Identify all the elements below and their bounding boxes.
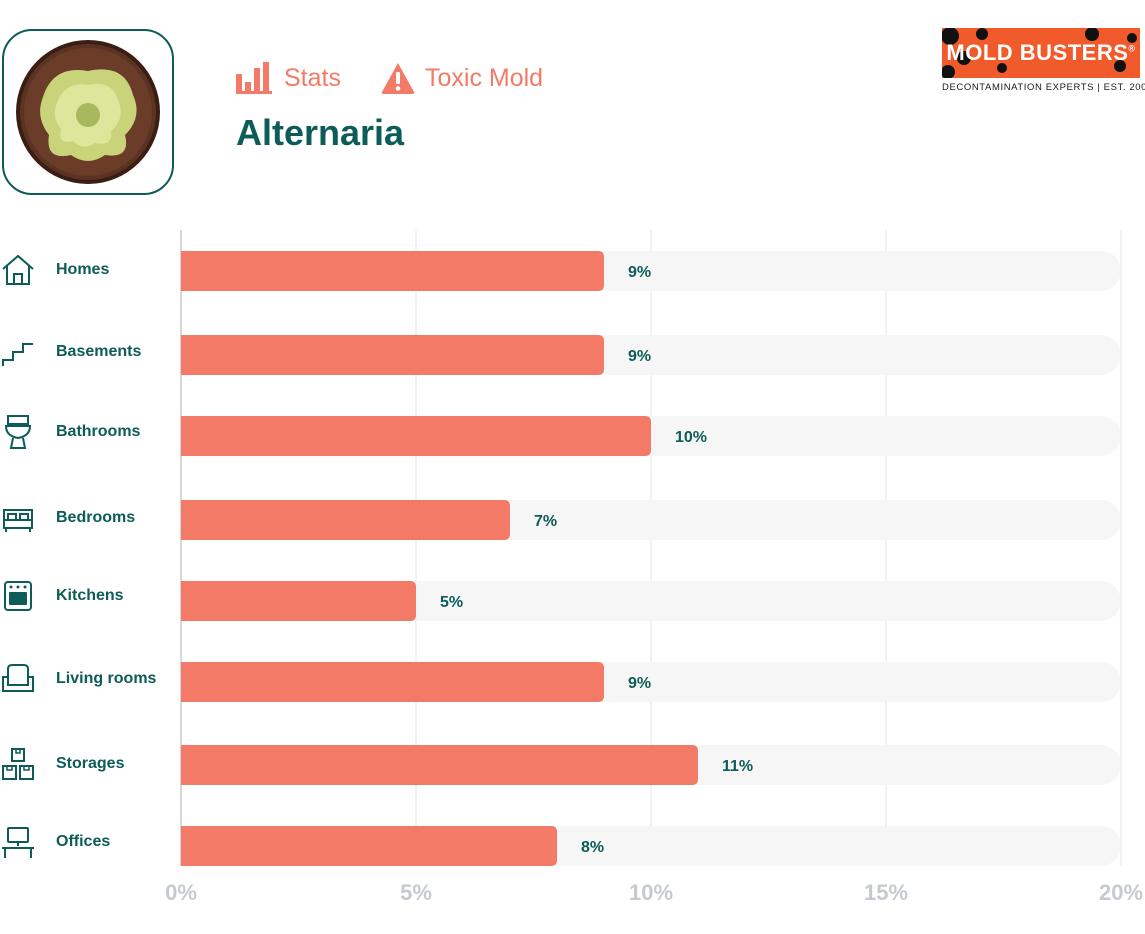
bar-value-label: 9% bbox=[628, 348, 651, 365]
logo-registered: ® bbox=[1128, 43, 1136, 54]
bar bbox=[181, 662, 604, 702]
boxes-icon bbox=[2, 748, 34, 780]
bed-icon bbox=[3, 509, 33, 532]
bar bbox=[181, 500, 510, 540]
stats-label: Stats bbox=[284, 63, 341, 92]
house-icon bbox=[2, 254, 34, 285]
stairs-icon bbox=[2, 343, 33, 366]
category-label: Bedrooms bbox=[56, 509, 136, 526]
x-tick-label: 20% bbox=[1099, 880, 1143, 905]
category-living-rooms: Living rooms bbox=[0, 659, 156, 699]
bar bbox=[181, 745, 698, 785]
category-offices: Offices bbox=[0, 822, 110, 862]
logo-spots-icon bbox=[942, 28, 1137, 78]
bar bbox=[181, 335, 604, 375]
category-label: Offices bbox=[56, 833, 111, 850]
category-label: Storages bbox=[56, 755, 125, 772]
petri-dish-icon bbox=[16, 40, 160, 184]
category-label: Basements bbox=[56, 343, 142, 360]
mold-sample-image bbox=[2, 29, 174, 195]
warning-icon bbox=[381, 63, 415, 94]
bar bbox=[181, 826, 557, 866]
bar-value-label: 7% bbox=[534, 513, 557, 530]
computer-desk-icon bbox=[2, 827, 34, 858]
bar bbox=[181, 416, 651, 456]
bar-value-label: 8% bbox=[581, 839, 604, 856]
bar bbox=[181, 581, 416, 621]
bar-value-label: 5% bbox=[440, 594, 463, 611]
x-tick-label: 10% bbox=[629, 880, 673, 905]
bar bbox=[181, 251, 604, 291]
logo-name: MOLD BUSTERS bbox=[946, 40, 1129, 65]
toxic-mold-tag: Toxic Mold bbox=[381, 62, 543, 94]
bar-value-label: 9% bbox=[628, 675, 651, 692]
category-storages: Storages bbox=[0, 744, 124, 784]
armchair-icon bbox=[2, 664, 34, 692]
oven-icon bbox=[4, 581, 32, 611]
category-bedrooms: Bedrooms bbox=[0, 498, 135, 538]
toilet-icon bbox=[4, 415, 32, 449]
toxic-mold-label: Toxic Mold bbox=[424, 63, 544, 92]
category-bathrooms: Bathrooms bbox=[0, 412, 140, 452]
page-title: Alternaria bbox=[236, 112, 405, 153]
category-basements: Basements bbox=[0, 332, 141, 372]
category-label: Homes bbox=[56, 261, 110, 278]
x-tick-label: 0% bbox=[165, 880, 197, 905]
category-kitchens: Kitchens bbox=[0, 576, 124, 616]
logo-tagline: DECONTAMINATION EXPERTS | EST. 2005 bbox=[942, 82, 1145, 93]
bar-value-label: 11% bbox=[722, 758, 753, 775]
category-label: Kitchens bbox=[56, 587, 124, 604]
category-label: Bathrooms bbox=[56, 423, 141, 440]
bar-value-label: 9% bbox=[628, 264, 651, 281]
bar-chart-icon bbox=[236, 62, 272, 94]
bar-value-label: 10% bbox=[675, 429, 707, 446]
x-tick-label: 15% bbox=[864, 880, 908, 905]
brand-logo: MOLD BUSTERS® DECONTAMINATION EXPERTS | … bbox=[942, 28, 1145, 93]
x-tick-label: 5% bbox=[400, 880, 432, 905]
category-homes: Homes bbox=[0, 250, 109, 290]
category-label: Living rooms bbox=[56, 670, 157, 687]
stats-tag: Stats bbox=[236, 62, 341, 94]
